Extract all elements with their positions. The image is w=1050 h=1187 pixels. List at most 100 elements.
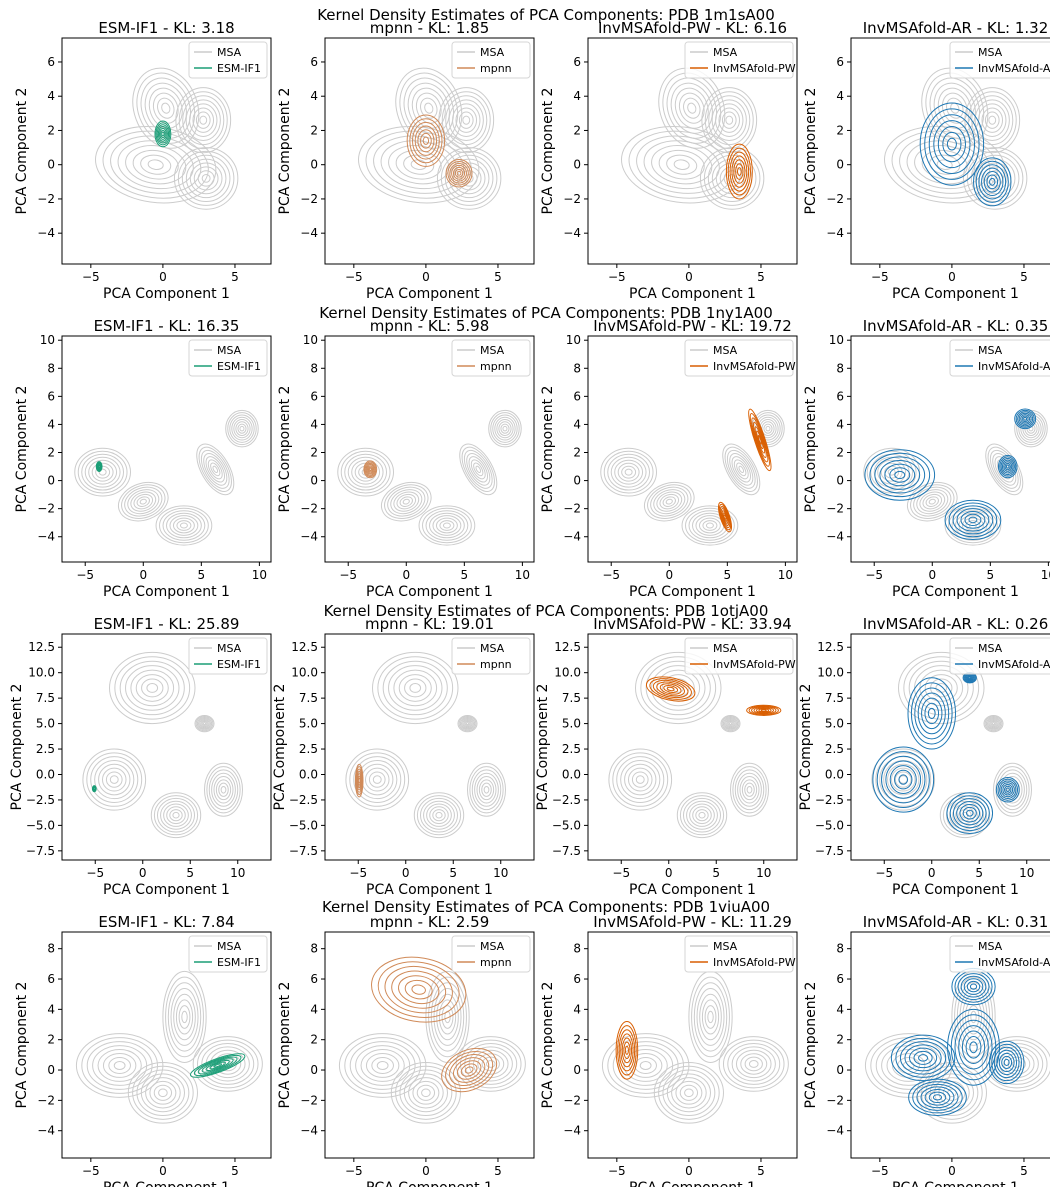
contour-line — [918, 1054, 929, 1062]
msa-contours — [82, 651, 243, 839]
contour-line — [643, 481, 695, 522]
x-tick-label: 0 — [928, 866, 936, 880]
y-tick-label: 0 — [836, 1063, 844, 1077]
contour-line — [907, 677, 956, 750]
contour-line — [74, 447, 132, 497]
contour-line — [86, 752, 143, 807]
y-tick-label: 10.0 — [291, 666, 318, 680]
x-tick-label: 10 — [493, 866, 508, 880]
contour-line — [451, 164, 467, 182]
contour-line — [163, 803, 189, 827]
contour-line — [199, 719, 210, 729]
legend: MSA InvMSAfold-PW — [684, 935, 796, 973]
legend-box — [949, 41, 1050, 79]
contour-line — [418, 505, 476, 546]
contour-line — [371, 956, 467, 1023]
contour-line — [727, 721, 734, 727]
model-contours — [615, 1020, 639, 1080]
y-tick-label: −4 — [563, 226, 581, 240]
contour-line — [732, 766, 767, 814]
contour-line — [975, 160, 1009, 203]
contour-line — [620, 1033, 634, 1068]
contour-line — [647, 484, 692, 519]
contour-line — [471, 769, 502, 811]
contour-line — [727, 1042, 781, 1085]
contour-line — [921, 149, 968, 180]
msa-contours — [600, 409, 785, 546]
contour-line — [681, 505, 739, 546]
contour-line — [866, 450, 917, 494]
y-tick-label: −4 — [300, 530, 318, 544]
contour-line — [202, 722, 207, 726]
contour-line — [404, 678, 427, 698]
contour-line — [408, 1077, 444, 1109]
contour-line — [441, 91, 491, 150]
subplot-title: InvMSAfold-PW - KL: 6.16 — [598, 19, 787, 37]
contour-line — [872, 746, 935, 813]
contour-line — [358, 125, 480, 204]
contour-line — [94, 759, 135, 800]
y-tick-label: 10.0 — [554, 666, 581, 680]
contour-line — [130, 669, 175, 707]
contour-line — [205, 456, 226, 483]
contour-line — [432, 809, 446, 822]
contour-line — [485, 1060, 496, 1068]
contour-line — [1018, 412, 1032, 425]
contour-line — [160, 800, 192, 830]
model-contours — [718, 408, 772, 533]
axes-frame — [324, 633, 535, 861]
model-contours — [406, 114, 473, 188]
contour-line — [965, 1035, 982, 1059]
contour-line — [733, 459, 749, 480]
contour-line — [417, 129, 435, 153]
contour-line — [703, 150, 761, 206]
contour-line — [355, 768, 363, 793]
contour-line — [413, 792, 465, 839]
contour-line — [1023, 416, 1028, 421]
contour-line — [157, 126, 168, 142]
contour-line — [927, 707, 936, 719]
contour-line — [210, 462, 221, 477]
contour-line — [438, 999, 457, 1035]
legend: MSA mpnn — [451, 637, 531, 675]
contour-line — [1002, 784, 1014, 796]
x-tick-label: 0 — [948, 270, 956, 284]
legend-label-msa: MSA — [713, 642, 738, 655]
contour-line — [959, 988, 988, 1046]
subplot-title: mpnn - KL: 19.01 — [365, 615, 494, 633]
legend-label-msa: MSA — [217, 940, 242, 953]
plot-area — [338, 956, 526, 1124]
y-tick-label: −7.5 — [815, 844, 844, 858]
y-tick-label: −4 — [37, 1124, 55, 1138]
contour-line — [687, 102, 697, 114]
contour-line — [746, 785, 753, 794]
y-tick-label: 4 — [310, 89, 318, 103]
contour-line — [640, 656, 717, 720]
contour-line — [702, 520, 718, 531]
y-tick-label: −7.5 — [26, 844, 55, 858]
contour-line — [140, 1073, 186, 1113]
contour-line — [211, 772, 236, 807]
x-tick-label: −5 — [345, 1164, 363, 1178]
contour-line — [985, 716, 1002, 731]
msa-contours — [75, 970, 263, 1124]
contour-line — [961, 517, 984, 534]
contour-line — [158, 1088, 168, 1098]
x-tick-label: 0 — [402, 866, 410, 880]
contour-line — [653, 1061, 724, 1124]
contour-line — [656, 491, 683, 512]
contour-line — [189, 103, 218, 137]
contour-line — [157, 97, 175, 119]
legend-box — [451, 339, 531, 377]
y-tick-label: 0 — [836, 158, 844, 172]
x-tick-label: −5 — [349, 866, 367, 880]
contour-line — [147, 159, 164, 170]
legend-box — [188, 935, 268, 973]
contour-line — [109, 651, 196, 725]
contour-line — [338, 1033, 427, 1098]
contour-line — [148, 87, 183, 129]
contour-line — [990, 721, 997, 727]
y-tick-label: 6 — [310, 55, 318, 69]
contour-line — [946, 137, 957, 151]
contour-line — [966, 675, 974, 681]
